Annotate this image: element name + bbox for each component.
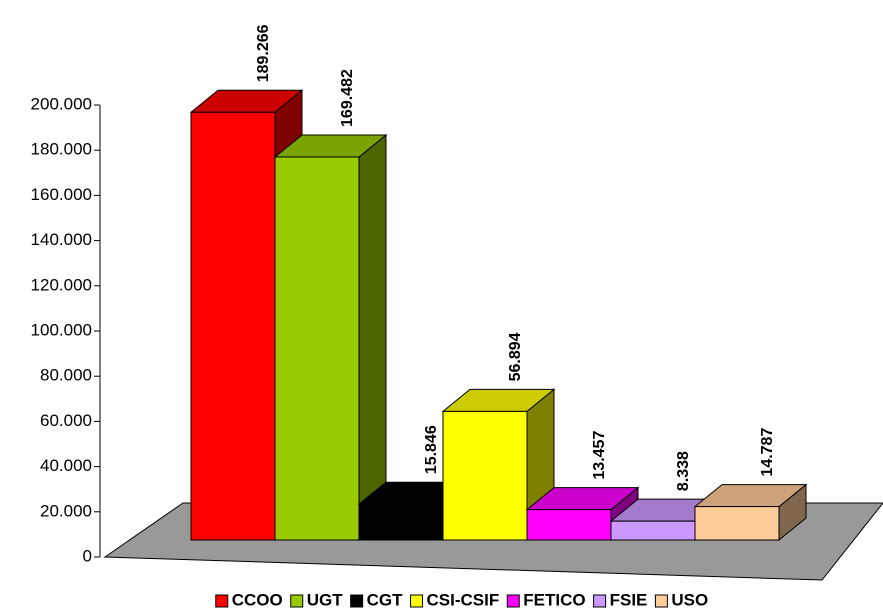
legend-swatch: [506, 594, 520, 608]
bar: [190, 111, 276, 541]
y-tick-label: 40.000: [40, 456, 92, 475]
y-tick-label: 100.000: [31, 320, 92, 339]
legend-swatch: [290, 594, 304, 608]
bar: [442, 410, 528, 541]
legend-label: CCOO: [232, 590, 283, 609]
bar: [358, 503, 444, 541]
value-label: 56.894: [507, 332, 524, 381]
y-tick-label: 120.000: [31, 275, 92, 294]
bar: [274, 156, 360, 541]
legend-label: CGT: [367, 590, 404, 609]
value-label: 13.457: [591, 431, 608, 480]
legend-swatch: [350, 594, 364, 608]
legend-label: UGT: [307, 590, 344, 609]
legend-swatch: [215, 594, 229, 608]
legend-label: USO: [671, 590, 708, 609]
y-tick-label: 20.000: [40, 501, 92, 520]
bar: [526, 509, 612, 541]
y-tick-label: 200.000: [31, 94, 92, 113]
value-label: 14.787: [759, 428, 776, 477]
value-label: 169.482: [339, 69, 356, 127]
legend-label: FSIE: [610, 590, 648, 609]
legend-swatch: [654, 594, 668, 608]
value-label: 8.338: [675, 451, 692, 491]
y-tick-label: 140.000: [31, 230, 92, 249]
bar: [694, 506, 780, 541]
legend-label: FETICO: [523, 590, 585, 609]
y-tick-label: 180.000: [31, 140, 92, 159]
y-tick-label: 0: [83, 546, 92, 565]
y-tick-label: 80.000: [40, 366, 92, 385]
legend-label: CSI-CSIF: [427, 590, 500, 609]
legend-swatch: [593, 594, 607, 608]
legend-swatch: [410, 594, 424, 608]
bar: [610, 520, 696, 541]
y-tick-label: 60.000: [40, 411, 92, 430]
value-label: 15.846: [423, 425, 440, 474]
bar-side: [358, 133, 387, 542]
y-tick-label: 160.000: [31, 185, 92, 204]
value-label: 189.266: [255, 24, 272, 82]
